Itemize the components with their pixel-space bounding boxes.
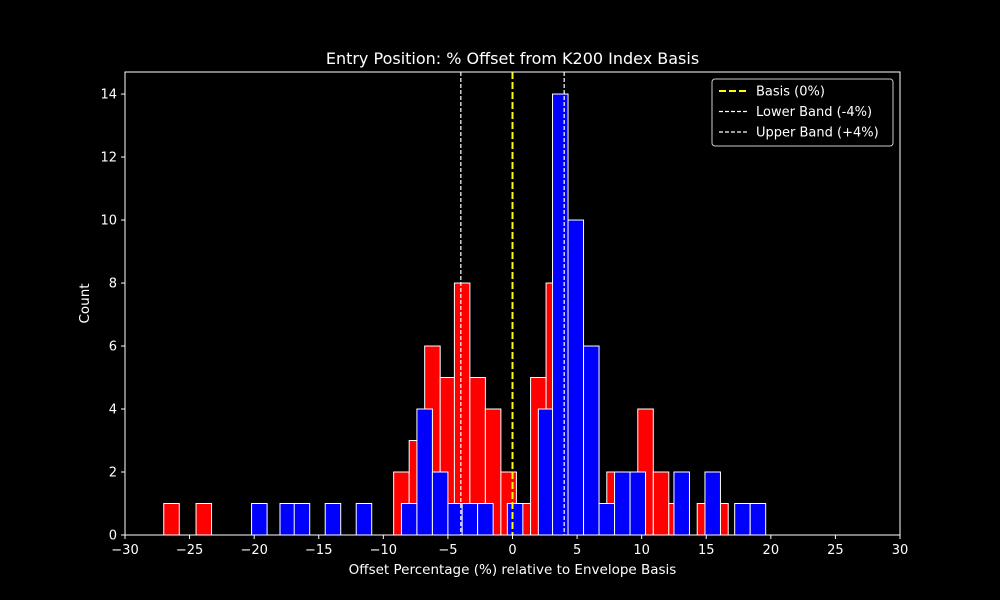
legend-box [711, 78, 894, 147]
histogram-bar [431, 471, 449, 536]
x-tick-label: 5 [573, 543, 581, 558]
histogram-bar [293, 503, 311, 536]
histogram-bar [355, 503, 373, 536]
y-tick-label: 14 [100, 88, 117, 103]
x-tick-label: 10 [633, 543, 650, 558]
x-tick-label: −25 [176, 543, 203, 558]
y-tick-label: 0 [109, 529, 117, 544]
x-tick-label: −10 [370, 543, 397, 558]
histogram-bar [629, 471, 647, 536]
histogram-bar [704, 471, 721, 536]
x-tick-label: −15 [305, 543, 332, 558]
x-axis-label: Offset Percentage (%) relative to Envelo… [349, 562, 677, 578]
histogram-bar [552, 93, 569, 536]
histogram-bar [324, 503, 342, 536]
histogram-bar [477, 503, 494, 536]
y-tick-label: 10 [100, 214, 117, 229]
histogram-bar [749, 503, 767, 536]
x-tick-label: 25 [827, 543, 844, 558]
legend-items: Basis (0%) Lower Band (-4%) Upper Band (+4… [719, 85, 879, 141]
legend-label: Basis (0%) [756, 85, 825, 100]
x-tick-label: −30 [111, 543, 138, 558]
x-axis-ticks: −30 −25 −20 −15 −10 −5 0 5 10 15 20 25 30 [111, 535, 908, 558]
x-tick-label: 15 [698, 543, 715, 558]
legend-label: Upper Band (+4%) [756, 126, 879, 141]
x-tick-label: 20 [763, 543, 780, 558]
histogram-bar [453, 282, 471, 536]
histogram-bar [537, 408, 555, 536]
histogram-bar [279, 503, 296, 536]
y-tick-label: 2 [109, 466, 117, 481]
y-axis-label: Count [77, 283, 93, 323]
x-tick-label: −20 [240, 543, 267, 558]
histogram-bar [583, 345, 600, 536]
x-tick-label: −5 [438, 543, 457, 558]
histogram-bar [400, 503, 418, 536]
chart-title: Entry Position: % Offset from K200 Index… [326, 49, 699, 68]
y-axis-ticks: 0 2 4 6 8 10 12 14 [100, 88, 125, 544]
y-tick-label: 8 [109, 277, 117, 292]
y-tick-label: 4 [109, 403, 117, 418]
histogram-bar [598, 503, 616, 536]
histogram-bar [734, 503, 751, 536]
y-tick-label: 6 [109, 340, 117, 355]
legend-label: Lower Band (-4%) [756, 105, 872, 120]
histogram-bar [652, 471, 670, 536]
histogram-bar [461, 503, 479, 536]
histogram-bar [416, 408, 433, 536]
histogram-bar [567, 219, 585, 536]
histogram-bar [506, 503, 524, 536]
histogram-bar [251, 503, 268, 536]
x-tick-label: 0 [508, 543, 516, 558]
y-tick-label: 12 [100, 151, 117, 166]
histogram-bar [195, 503, 213, 536]
legend: Basis (0%) Lower Band (-4%) Upper Band (+4… [711, 78, 894, 147]
histogram-bar [673, 471, 690, 536]
x-tick-label: 30 [892, 543, 909, 558]
reference-lines-layer [460, 72, 565, 535]
histogram-bar [614, 471, 631, 536]
histogram-bar [163, 503, 180, 536]
